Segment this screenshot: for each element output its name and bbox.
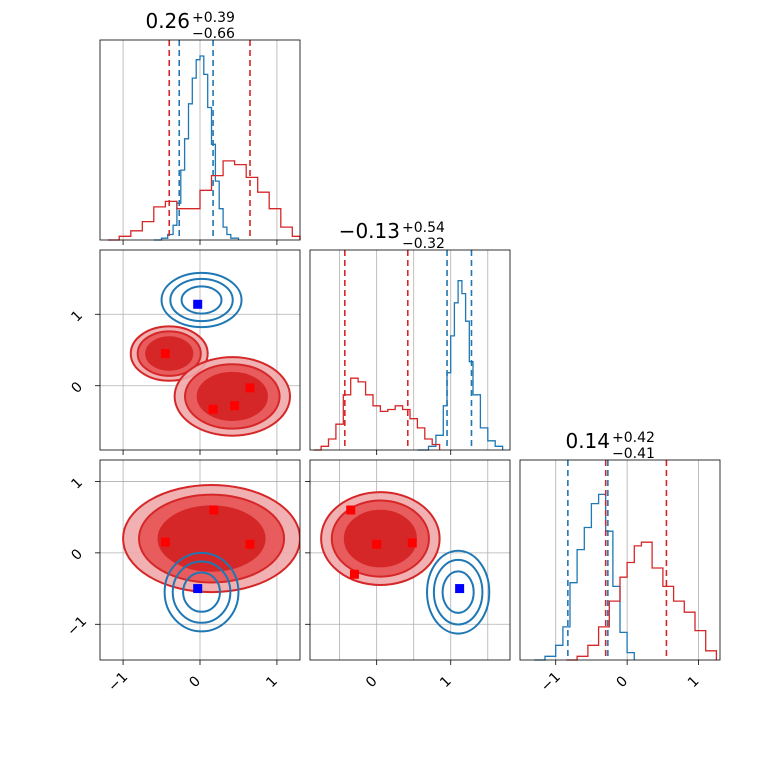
red-marker	[160, 537, 170, 547]
panel-title-median: 0.14	[565, 429, 610, 453]
panel-title-plus: +0.42	[612, 430, 655, 446]
contour-level	[441, 570, 475, 614]
panel-content	[310, 460, 510, 660]
contour-level	[343, 509, 417, 568]
contour-panel-2	[99, 459, 301, 661]
red-marker	[245, 539, 255, 549]
red-marker	[372, 539, 382, 549]
x-tick-label: −1	[538, 669, 564, 695]
diag-panel-3: 0.14 +0.42−0.41	[519, 429, 721, 661]
red-marker	[407, 538, 417, 548]
histogram-blue	[417, 280, 504, 451]
diag-panel-1: 0.26 +0.39−0.66	[99, 9, 301, 241]
panel-title-minus: −0.66	[192, 26, 235, 42]
histogram-red	[566, 541, 718, 661]
x-tick-label: 0	[614, 673, 632, 691]
contour-level	[171, 560, 232, 624]
red-marker	[245, 383, 255, 393]
contour-level	[432, 558, 484, 626]
y-tick-label: 1	[68, 308, 86, 326]
y-tick-label: 0	[68, 379, 86, 397]
panel-title-median: −0.13	[339, 219, 400, 243]
contour-level	[157, 505, 266, 572]
y-tick-label: 1	[68, 475, 86, 493]
red-marker	[209, 505, 219, 515]
x-tick-label: −1	[105, 669, 131, 695]
panel-title-median: 0.26	[145, 9, 190, 33]
contour-level	[169, 277, 234, 323]
histogram-red	[107, 160, 301, 241]
panel-frame	[309, 249, 511, 451]
diag-panel-2: −0.13 +0.54−0.32	[309, 219, 511, 451]
panel-frame	[519, 459, 721, 661]
histogram-blue	[153, 55, 240, 241]
histogram-blue	[534, 493, 635, 661]
contour-panel-1	[99, 249, 301, 451]
red-marker	[349, 569, 359, 579]
contour-level	[160, 271, 243, 329]
panel-title-plus: +0.54	[402, 220, 445, 236]
contour-level	[163, 551, 240, 633]
contour-level	[426, 549, 491, 635]
x-tick-label: 1	[263, 673, 281, 691]
blue-marker	[193, 299, 203, 309]
x-tick-label: 0	[186, 673, 204, 691]
panel-content	[100, 250, 300, 450]
red-marker	[346, 505, 356, 515]
contour-level	[180, 285, 223, 315]
red-marker	[230, 401, 240, 411]
histogram-red	[313, 377, 441, 451]
panel-title-minus: −0.32	[402, 236, 445, 252]
y-tick-label: 0	[68, 546, 86, 564]
panel-title-plus: +0.39	[192, 10, 235, 26]
contour-level	[196, 371, 268, 421]
panel-content	[100, 460, 300, 660]
blue-marker	[193, 584, 203, 594]
panel-title-minus: −0.41	[612, 446, 655, 462]
x-tick-label: 1	[685, 673, 703, 691]
contour-panel-3	[309, 459, 511, 661]
red-marker	[208, 404, 218, 414]
y-tick-label: −1	[64, 614, 90, 640]
red-marker	[160, 349, 170, 359]
x-tick-label: 0	[363, 673, 381, 691]
blue-marker	[455, 584, 465, 594]
panel-frame	[309, 459, 511, 661]
contour-level	[182, 571, 222, 613]
x-tick-label: 1	[437, 673, 455, 691]
